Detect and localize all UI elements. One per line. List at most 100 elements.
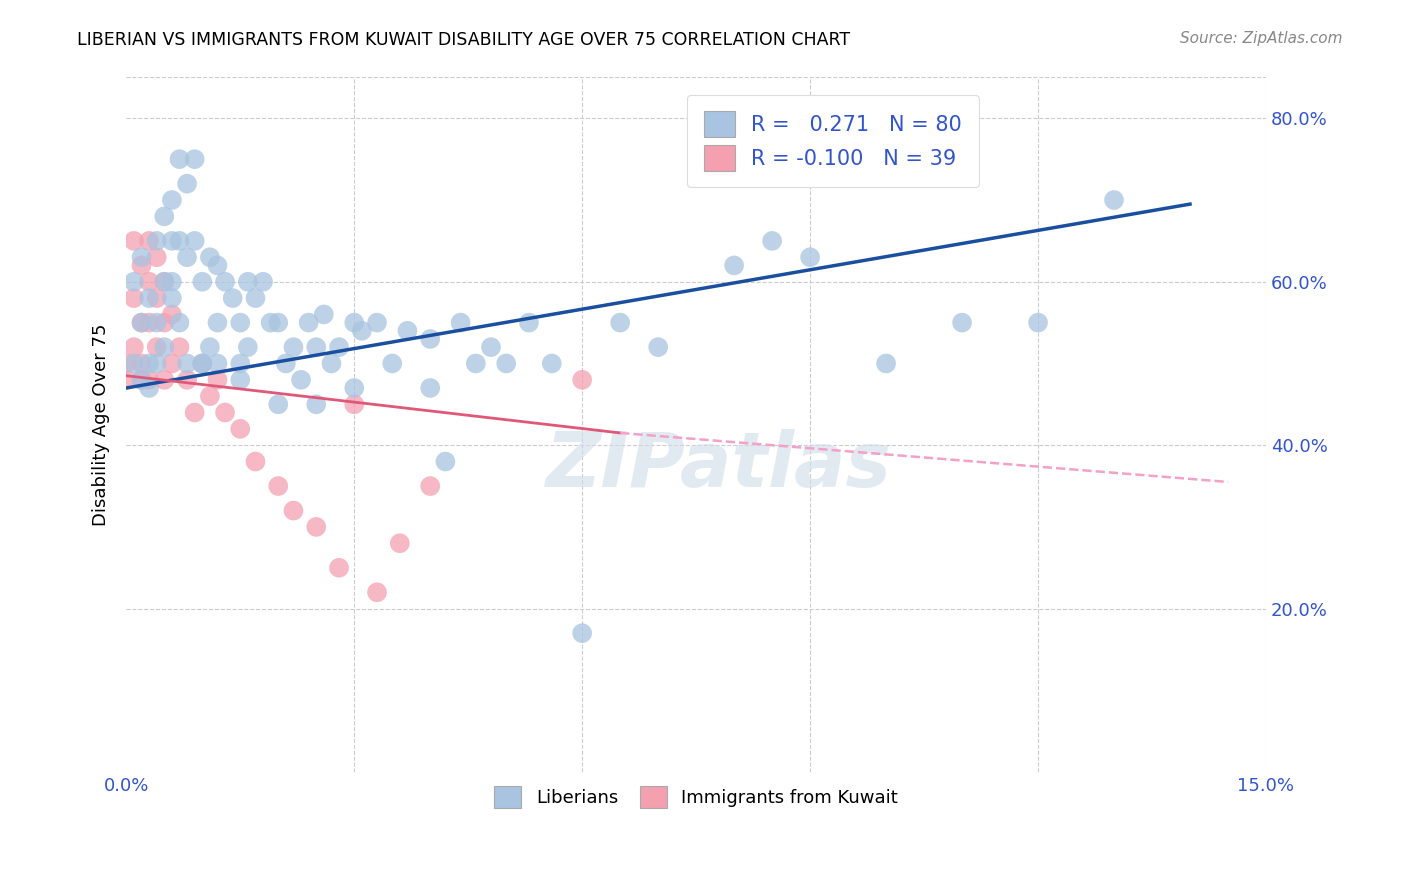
Point <box>343 316 366 330</box>
Point <box>198 389 221 403</box>
Point <box>419 332 441 346</box>
Point <box>950 316 973 330</box>
Point <box>169 234 191 248</box>
Point <box>267 479 290 493</box>
Point <box>131 250 153 264</box>
Point <box>875 356 897 370</box>
Point <box>723 259 745 273</box>
Point <box>131 356 153 370</box>
Y-axis label: Disability Age Over 75: Disability Age Over 75 <box>93 324 110 526</box>
Point <box>183 234 205 248</box>
Point <box>183 405 205 419</box>
Point <box>122 340 145 354</box>
Point <box>214 405 236 419</box>
Point <box>138 356 160 370</box>
Point <box>396 324 419 338</box>
Point <box>283 340 305 354</box>
Point <box>479 340 502 354</box>
Point <box>252 275 274 289</box>
Point <box>160 275 183 289</box>
Point <box>464 356 486 370</box>
Point <box>145 291 167 305</box>
Point <box>138 234 160 248</box>
Point <box>122 291 145 305</box>
Point <box>131 373 153 387</box>
Point <box>160 356 183 370</box>
Text: Source: ZipAtlas.com: Source: ZipAtlas.com <box>1180 31 1343 46</box>
Point <box>274 356 297 370</box>
Point <box>191 356 214 370</box>
Point <box>305 520 328 534</box>
Point <box>245 454 267 468</box>
Point <box>236 275 259 289</box>
Point <box>419 381 441 395</box>
Point <box>343 397 366 411</box>
Point <box>138 373 160 387</box>
Point <box>176 250 198 264</box>
Point <box>571 626 593 640</box>
Point <box>312 308 335 322</box>
Point <box>191 356 214 370</box>
Point <box>122 356 145 370</box>
Point <box>305 340 328 354</box>
Point <box>540 356 562 370</box>
Point <box>191 356 214 370</box>
Point <box>207 356 229 370</box>
Point <box>145 356 167 370</box>
Point <box>298 316 321 330</box>
Point <box>229 356 252 370</box>
Point <box>138 316 160 330</box>
Point <box>122 234 145 248</box>
Point <box>419 479 441 493</box>
Point <box>207 373 229 387</box>
Point <box>328 561 350 575</box>
Point <box>221 291 243 305</box>
Text: LIBERIAN VS IMMIGRANTS FROM KUWAIT DISABILITY AGE OVER 75 CORRELATION CHART: LIBERIAN VS IMMIGRANTS FROM KUWAIT DISAB… <box>77 31 851 49</box>
Point <box>131 316 153 330</box>
Point <box>571 373 593 387</box>
Point <box>328 340 350 354</box>
Point <box>131 316 153 330</box>
Point <box>1026 316 1049 330</box>
Legend: Liberians, Immigrants from Kuwait: Liberians, Immigrants from Kuwait <box>486 779 905 815</box>
Point <box>138 291 160 305</box>
Point <box>160 193 183 207</box>
Point <box>115 373 138 387</box>
Point <box>138 275 160 289</box>
Point <box>176 177 198 191</box>
Point <box>799 250 821 264</box>
Point <box>517 316 540 330</box>
Point <box>183 152 205 166</box>
Point <box>647 340 669 354</box>
Point <box>1102 193 1125 207</box>
Point <box>198 250 221 264</box>
Point <box>191 275 214 289</box>
Point <box>305 397 328 411</box>
Point <box>169 152 191 166</box>
Point <box>153 275 176 289</box>
Point <box>207 316 229 330</box>
Point <box>267 397 290 411</box>
Point <box>115 356 138 370</box>
Point <box>267 316 290 330</box>
Point <box>214 275 236 289</box>
Point <box>450 316 472 330</box>
Point <box>145 340 167 354</box>
Point <box>153 275 176 289</box>
Point <box>366 316 388 330</box>
Point <box>131 259 153 273</box>
Point <box>290 373 312 387</box>
Point <box>381 356 404 370</box>
Point <box>153 316 176 330</box>
Point <box>283 503 305 517</box>
Point <box>160 234 183 248</box>
Point <box>198 340 221 354</box>
Point <box>229 373 252 387</box>
Point <box>343 381 366 395</box>
Point <box>321 356 343 370</box>
Point <box>236 340 259 354</box>
Point <box>350 324 373 338</box>
Point <box>229 422 252 436</box>
Point <box>229 316 252 330</box>
Point <box>160 291 183 305</box>
